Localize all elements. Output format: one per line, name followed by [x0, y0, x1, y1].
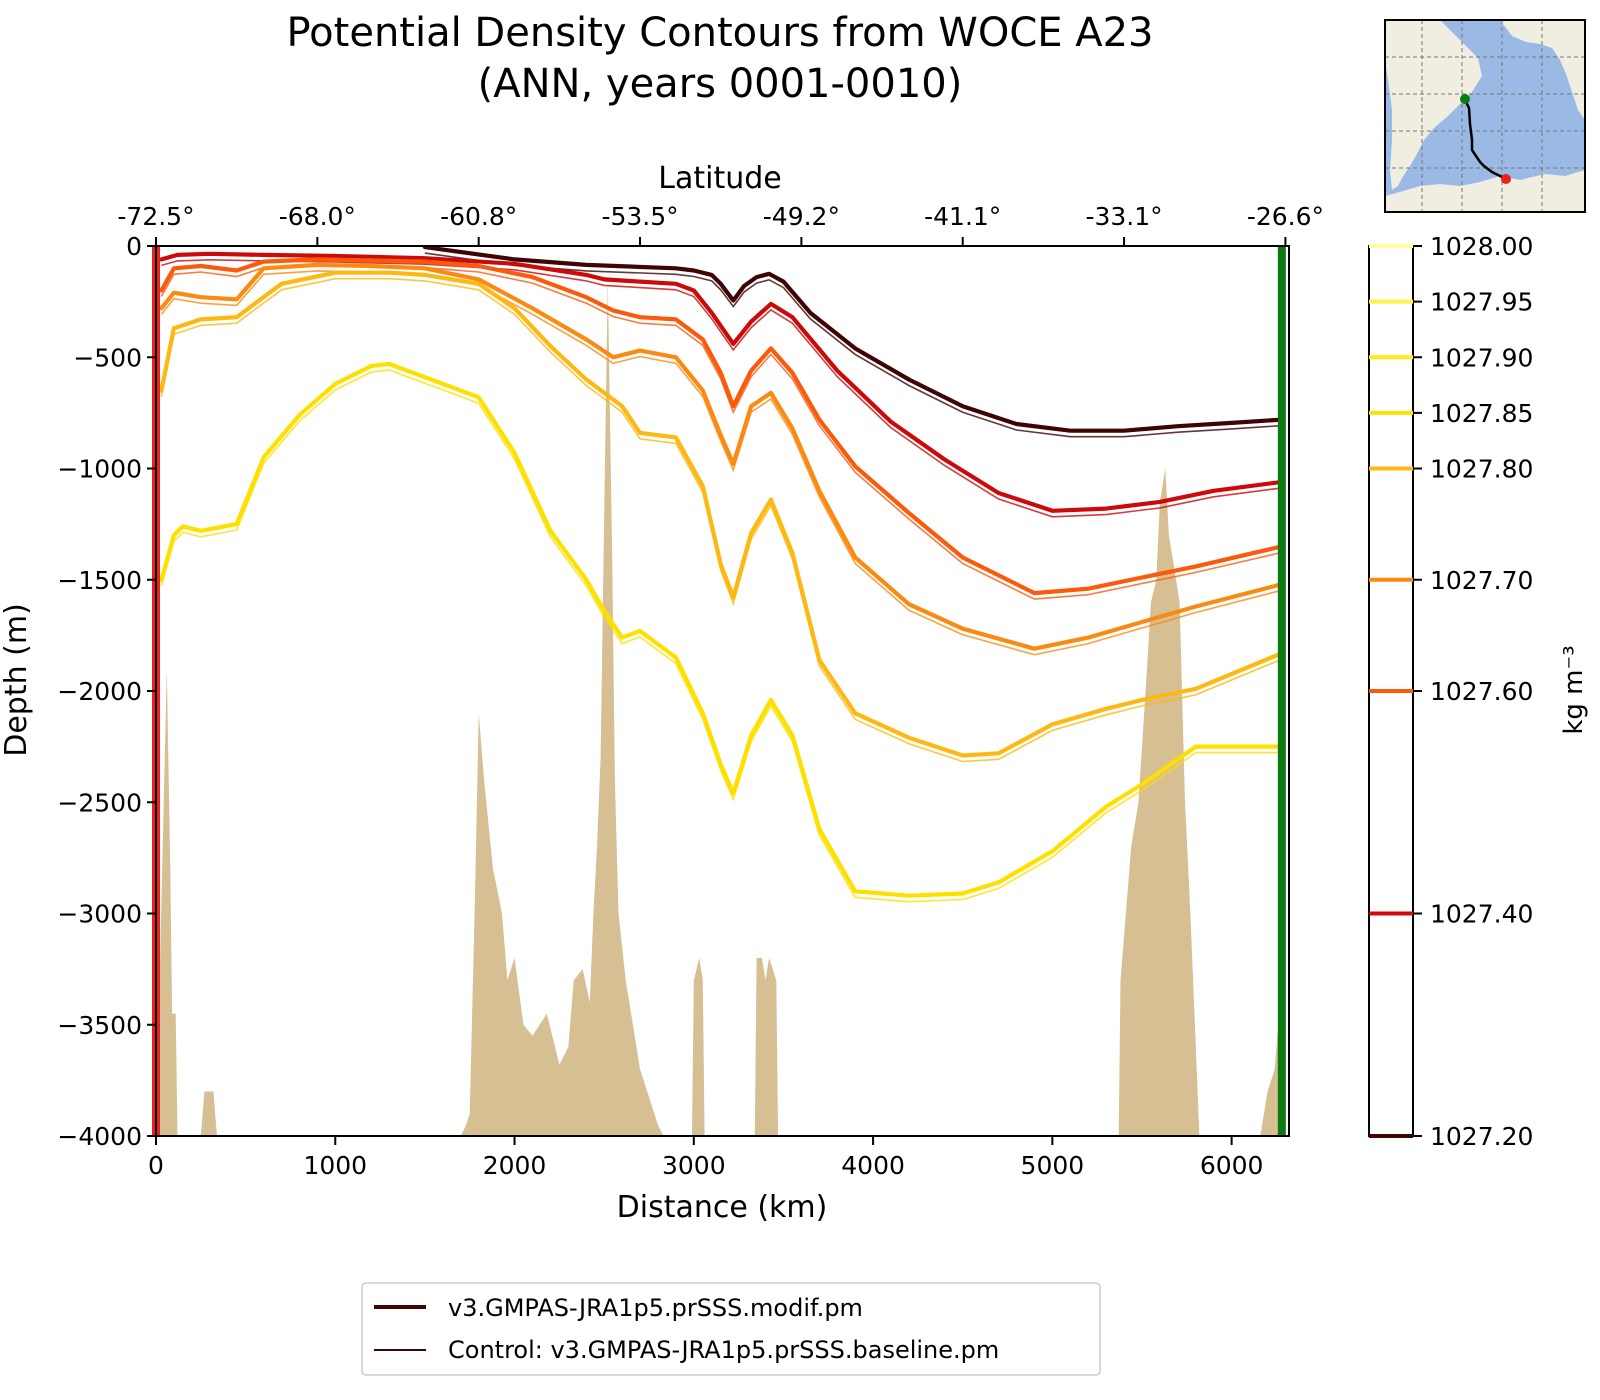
contour-line-1027.20 — [422, 246, 1284, 433]
x-tick-label: 6000 — [1200, 1151, 1264, 1180]
y-axis-ticks: 0 −500 −1000 −1500 −2000 −2500 −3000 −3500 −4000 — [57, 232, 156, 1151]
colorbar-tick-label: 1027.40 — [1430, 900, 1533, 929]
colorbar-tick-label: 1027.60 — [1430, 677, 1533, 706]
contour-line-control-1027.40 — [161, 258, 1282, 518]
lat-tick-label: -41.1° — [924, 202, 1001, 231]
lat-tick-label: -53.5° — [601, 202, 678, 231]
latitude-axis-ticks: -72.5° -68.0° -60.8° -53.5° -49.2° -41.1° -33.… — [117, 202, 1324, 246]
y-tick-label: −500 — [73, 343, 142, 372]
chart-subtitle: (ANN, years 0001-0010) — [478, 61, 963, 107]
legend: v3.GMPAS-JRA1p5.prSSS.modif.pm Control: … — [361, 1282, 1101, 1376]
y-tick-label: −4000 — [57, 1122, 142, 1151]
lat-tick-label: -26.6° — [1247, 202, 1324, 231]
x-tick-label: 0 — [148, 1151, 164, 1180]
map-end-marker — [1501, 174, 1511, 184]
chart-title-group: Potential Density Contours from WOCE A23… — [286, 10, 1153, 107]
x-axis-label: Distance (km) — [617, 1190, 828, 1225]
colorbar-tick-label: 1027.80 — [1430, 455, 1533, 484]
x-tick-label: 3000 — [662, 1151, 726, 1180]
contour-line-control-1027.20 — [424, 252, 1282, 438]
y-tick-label: −2000 — [57, 677, 142, 706]
x-axis-ticks: 0 1000 2000 3000 4000 5000 6000 — [148, 1136, 1263, 1180]
contour-series-layer — [159, 246, 1284, 903]
top-axis-label: Latitude — [658, 161, 781, 196]
contour-line-control-1027.70 — [160, 270, 1283, 656]
x-tick-label: 2000 — [483, 1151, 547, 1180]
map-land-antarctica — [1385, 170, 1585, 212]
map-land-africa — [1500, 20, 1585, 120]
legend-label-control: Control: v3.GMPAS-JRA1p5.prSSS.baseline.… — [448, 1336, 999, 1364]
lat-tick-label: -33.1° — [1085, 202, 1162, 231]
colorbar-tick-label: 1027.20 — [1430, 1122, 1533, 1151]
x-tick-label: 4000 — [841, 1151, 905, 1180]
y-tick-label: −3000 — [57, 900, 142, 929]
chart-title: Potential Density Contours from WOCE A23 — [286, 10, 1153, 56]
lat-tick-label: -60.8° — [440, 202, 517, 231]
bathymetry-layer — [156, 279, 1280, 1136]
contour-line-1027.80 — [159, 270, 1284, 758]
contour-line-control-1027.85 — [160, 369, 1282, 903]
y-tick-label: −2500 — [57, 788, 142, 817]
map-land-south-america — [1385, 20, 1482, 190]
colorbar-label: kg m⁻³ — [1559, 645, 1589, 734]
y-axis-label: Depth (m) — [0, 603, 34, 757]
colorbar-tick-label: 1027.95 — [1430, 288, 1533, 317]
lat-tick-label: -72.5° — [117, 202, 194, 231]
contour-line-1027.85 — [159, 361, 1284, 898]
colorbar-tick-label: 1027.90 — [1430, 343, 1533, 372]
colorbar-tick-label: 1027.70 — [1430, 566, 1533, 595]
colorbar-levels: 1028.00 1027.95 1027.90 1027.85 1027.80 1027.… — [1369, 232, 1533, 1151]
y-tick-label: 0 — [126, 232, 142, 261]
legend-box — [361, 1282, 1101, 1376]
y-tick-label: −1500 — [57, 566, 142, 595]
y-tick-label: −1000 — [57, 455, 142, 484]
colorbar-tick-label: 1028.00 — [1430, 232, 1533, 261]
map-section-track — [1463, 99, 1507, 181]
colorbar: 1028.00 1027.95 1027.90 1027.85 1027.80 1027.… — [1368, 232, 1589, 1151]
map-start-marker — [1460, 94, 1470, 104]
section-end-markers — [152, 246, 1286, 1136]
contour-line-1027.60 — [159, 257, 1284, 596]
contour-line-1027.40 — [159, 251, 1284, 513]
contour-line-1027.70 — [159, 262, 1284, 651]
bathymetry-fill — [156, 279, 1280, 1136]
x-tick-label: 5000 — [1021, 1151, 1085, 1180]
lat-tick-label: -49.2° — [763, 202, 840, 231]
inset-map — [1384, 19, 1586, 213]
y-tick-label: −3500 — [57, 1011, 142, 1040]
colorbar-tick-label: 1027.85 — [1430, 399, 1533, 428]
legend-label-modif: v3.GMPAS-JRA1p5.prSSS.modif.pm — [448, 1294, 863, 1322]
x-tick-label: 1000 — [303, 1151, 367, 1180]
contour-line-control-1027.80 — [160, 277, 1283, 763]
map-frame — [1384, 19, 1586, 213]
lat-tick-label: -68.0° — [279, 202, 356, 231]
